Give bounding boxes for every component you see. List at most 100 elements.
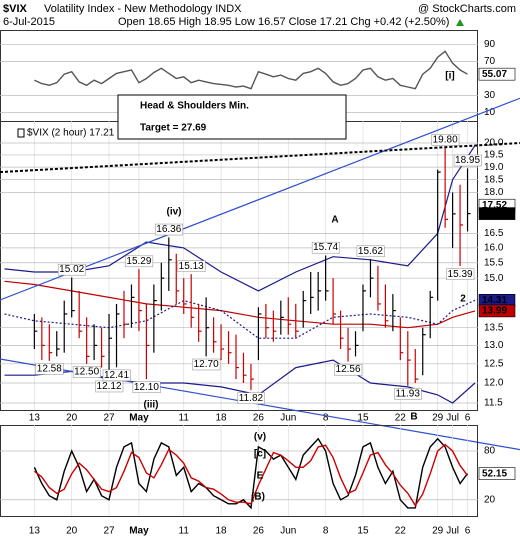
up-arrow — [456, 19, 464, 26]
point-label: 12.50 — [74, 366, 99, 377]
value-box-label: 55.07 — [482, 69, 507, 80]
y-tick-label: 30 — [484, 90, 496, 101]
x-tick-label: Jul — [446, 526, 459, 537]
trendline — [0, 97, 520, 301]
point-label: 12.70 — [194, 359, 219, 370]
point-label: 12.41 — [104, 370, 129, 381]
y-tick-label: 90 — [484, 39, 496, 50]
legend-icon — [17, 128, 25, 138]
y-tick-label: 19.0 — [484, 162, 504, 173]
x-tick-label: Jun — [280, 413, 296, 424]
x-tick-label: 27 — [103, 413, 115, 424]
point-label: 15.13 — [179, 261, 204, 272]
y-tick-label: 11.5 — [484, 398, 503, 409]
point-label: 16.36 — [156, 224, 181, 235]
point-label-bg — [72, 366, 101, 378]
x-tick-label: 15 — [357, 413, 369, 424]
value-box-label: 52.15 — [482, 468, 507, 479]
panel-frame — [0, 425, 478, 517]
y-tick-label: 15.0 — [484, 273, 504, 284]
point-label-bg — [35, 363, 64, 375]
point-label: 11.82 — [239, 393, 264, 404]
series-line — [33, 437, 469, 510]
y-tick-label: 16.5 — [484, 228, 504, 239]
point-label-bg — [431, 134, 460, 146]
note-line: Target = 27.69 — [140, 123, 207, 134]
point-label-bg — [237, 392, 265, 404]
value-box-label: 13.99 — [482, 306, 507, 317]
value-box-label: 17.52 — [482, 200, 507, 211]
point-label-bg — [102, 369, 131, 382]
date: 6-Jul-2015 — [3, 16, 55, 28]
x-tick-label: 11 — [179, 526, 190, 537]
trendline — [0, 142, 520, 174]
point-label: 12.58 — [37, 363, 62, 374]
wave-label: (iii) — [144, 400, 159, 411]
value-box — [478, 207, 516, 220]
x-tick-label: May — [129, 526, 149, 537]
legend: $VIX (2 hour) 17.21 — [27, 128, 115, 139]
point-label-bg — [394, 388, 422, 400]
y-tick-label: 13.0 — [484, 340, 504, 351]
wave-label: B — [410, 412, 417, 423]
note-line: Head & Shoulders Min. — [140, 101, 249, 112]
point-label: 15.02 — [59, 264, 84, 275]
x-tick-label: 20 — [66, 526, 78, 537]
wave-label: (iv) — [167, 207, 182, 218]
y-tick-label: 10 — [484, 107, 496, 118]
point-label-bg — [311, 241, 340, 254]
x-tick-label: 18 — [216, 526, 228, 537]
x-tick-label: May — [129, 413, 149, 424]
point-label-bg — [356, 245, 385, 258]
x-tick-label: 29 — [432, 413, 444, 424]
y-tick-label: 20 — [484, 494, 496, 505]
y-tick-label: 12.5 — [484, 358, 504, 369]
series-line — [34, 50, 468, 90]
x-tick-label: 6 — [465, 526, 471, 537]
point-label: 11.93 — [396, 388, 421, 399]
y-tick-label: 19.5 — [484, 150, 504, 161]
y-tick-label: 18.5 — [484, 174, 504, 185]
y-tick-label: 80 — [484, 446, 496, 457]
wave-label: (v) — [254, 432, 266, 443]
point-label: 15.29 — [126, 256, 151, 267]
x-tick-label: 13 — [29, 526, 41, 537]
x-tick-label: 11 — [179, 413, 190, 424]
value-box-label: 17.21 — [482, 208, 507, 219]
note-box — [117, 94, 347, 140]
x-tick-label: Jul — [446, 413, 459, 424]
index-name: Volatility Index - New Methodology INDX — [44, 3, 242, 15]
point-label-bg — [453, 154, 482, 167]
quote: Open 18.65 High 18.95 Low 16.57 Close 17… — [118, 16, 449, 28]
y-tick-label: 15.5 — [484, 257, 504, 268]
value-box — [478, 467, 516, 480]
point-label: 12.12 — [97, 381, 122, 392]
x-tick-label: 22 — [395, 413, 407, 424]
point-label: 19.80 — [433, 134, 458, 145]
y-tick-label: 13.5 — [484, 322, 504, 333]
x-tick-label: 8 — [323, 526, 329, 537]
x-tick-label: 13 — [29, 413, 41, 424]
point-label-bg — [192, 358, 221, 371]
x-tick-label: 26 — [253, 413, 265, 424]
point-label: 15.39 — [448, 269, 473, 280]
y-tick-label: 16.0 — [484, 242, 504, 253]
point-label: 12.10 — [134, 382, 159, 393]
x-tick-label: 15 — [357, 526, 369, 537]
value-box-label: 14.31 — [482, 295, 507, 306]
point-label-bg — [334, 363, 363, 376]
point-label: 15.74 — [313, 242, 338, 253]
source: @ StockCharts.com — [418, 3, 516, 15]
y-tick-label: 18.0 — [484, 187, 504, 198]
x-tick-label: 22 — [395, 526, 407, 537]
y-tick-label: 20.0 — [484, 138, 504, 149]
value-box — [478, 304, 516, 318]
wave-label: A — [331, 215, 338, 226]
x-tick-label: 26 — [253, 526, 265, 537]
x-tick-label: 8 — [323, 413, 329, 424]
wave-label: E — [257, 471, 264, 482]
point-label-bg — [125, 255, 154, 268]
point-label-bg — [446, 268, 475, 281]
x-tick-label: Jun — [280, 526, 296, 537]
